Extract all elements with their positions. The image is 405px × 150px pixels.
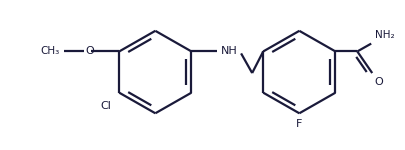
Text: Cl: Cl (100, 100, 111, 111)
Text: NH₂: NH₂ (374, 30, 394, 40)
Text: O: O (373, 77, 382, 87)
Text: NH: NH (221, 46, 237, 56)
Text: F: F (295, 119, 302, 129)
Text: O: O (85, 46, 94, 56)
Text: CH₃: CH₃ (40, 46, 60, 56)
